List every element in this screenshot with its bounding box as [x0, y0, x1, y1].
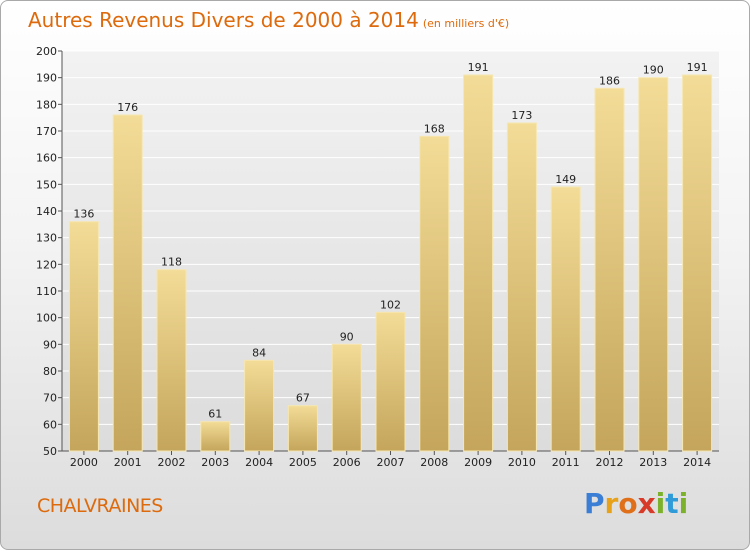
logo-letter: x: [637, 487, 656, 520]
data-label: 186: [599, 74, 620, 87]
x-tick-label: 2009: [464, 456, 492, 469]
title-unit: (en milliers d'€): [422, 17, 510, 30]
data-label: 191: [687, 61, 708, 74]
y-tick-label: 90: [43, 338, 57, 351]
bar: [244, 359, 275, 452]
y-tick-label: 60: [43, 418, 57, 431]
data-label: 149: [555, 173, 576, 186]
bar: [156, 269, 187, 452]
bar: [463, 74, 494, 452]
bar: [287, 405, 318, 452]
logo-letter: r: [604, 487, 619, 520]
y-tick-label: 50: [43, 445, 57, 458]
x-tick-label: 2014: [683, 456, 711, 469]
data-label: 173: [511, 109, 532, 122]
y-tick-label: 200: [36, 45, 57, 58]
y-tick-label: 120: [36, 258, 57, 271]
x-tick-label: 2005: [289, 456, 317, 469]
x-tick-label: 2007: [377, 456, 405, 469]
x-tick-label: 2003: [201, 456, 229, 469]
data-label: 118: [161, 256, 182, 269]
bar: [331, 343, 362, 452]
logo-letter: P: [584, 487, 605, 520]
data-label: 84: [252, 346, 266, 359]
logo-letter: t: [665, 487, 679, 520]
bar: [375, 311, 406, 452]
data-label: 191: [468, 61, 489, 74]
y-tick-label: 180: [36, 98, 57, 111]
x-tick-label: 2012: [596, 456, 624, 469]
data-label: 168: [424, 122, 445, 135]
y-tick-label: 140: [36, 205, 57, 218]
x-tick-label: 2006: [333, 456, 361, 469]
x-tick-label: 2002: [158, 456, 186, 469]
bar: [594, 87, 625, 452]
y-tick-label: 130: [36, 232, 57, 245]
bar: [506, 122, 537, 452]
bar: [200, 421, 231, 452]
data-label: 190: [643, 64, 664, 77]
commune-name: CHALVRAINES: [37, 495, 163, 517]
y-tick-label: 170: [36, 125, 57, 138]
bar: [419, 135, 450, 452]
x-tick-label: 2013: [639, 456, 667, 469]
data-label: 90: [340, 330, 354, 343]
proxiti-logo: Proxiti: [584, 487, 688, 520]
y-tick-label: 80: [43, 365, 57, 378]
bar: [68, 221, 99, 452]
y-tick-label: 160: [36, 152, 57, 165]
data-label: 136: [73, 208, 94, 221]
data-label: 102: [380, 298, 401, 311]
title-text: Autres Revenus Divers de 2000 à 2014: [28, 8, 419, 32]
x-tick-label: 2001: [114, 456, 142, 469]
y-tick-label: 190: [36, 72, 57, 85]
x-tick-label: 2000: [70, 456, 98, 469]
y-tick-label: 150: [36, 178, 57, 191]
logo-letter: i: [655, 487, 666, 520]
y-tick-label: 100: [36, 312, 57, 325]
bar: [550, 186, 581, 452]
bar: [638, 77, 669, 452]
logo-letter: i: [678, 487, 689, 520]
x-tick-label: 2008: [420, 456, 448, 469]
data-label: 67: [296, 392, 310, 405]
chart-title: Autres Revenus Divers de 2000 à 2014 (en …: [28, 8, 509, 32]
bar: [112, 114, 143, 452]
data-label: 176: [117, 101, 138, 114]
data-label: 61: [208, 408, 222, 421]
logo-letter: o: [618, 487, 638, 520]
y-tick-label: 70: [43, 392, 57, 405]
x-tick-label: 2004: [245, 456, 273, 469]
x-tick-label: 2011: [552, 456, 580, 469]
bar: [682, 74, 713, 452]
x-tick-label: 2010: [508, 456, 536, 469]
y-tick-label: 110: [36, 285, 57, 298]
